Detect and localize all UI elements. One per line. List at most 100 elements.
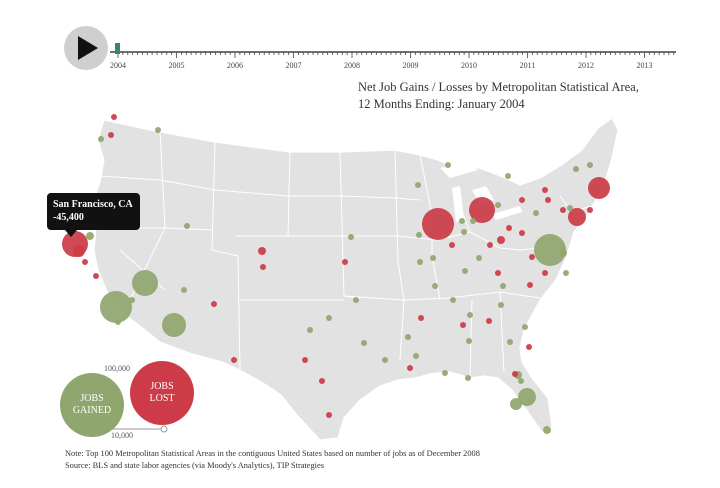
metro-bubble-gain[interactable] — [129, 297, 135, 303]
metro-bubble-gain[interactable] — [382, 357, 388, 363]
metro-bubble-loss[interactable] — [302, 357, 308, 363]
metro-bubble-loss[interactable] — [460, 322, 466, 328]
metro-bubble-gain[interactable] — [442, 370, 448, 376]
metro-bubble-gain[interactable] — [450, 297, 456, 303]
metro-bubble-loss[interactable] — [469, 197, 495, 223]
metro-bubble-gain[interactable] — [498, 302, 504, 308]
metro-bubble-gain[interactable] — [533, 210, 539, 216]
metro-bubble-gain[interactable] — [326, 315, 332, 321]
metro-bubble-loss[interactable] — [231, 357, 237, 363]
metro-bubble-loss[interactable] — [211, 301, 217, 307]
metro-bubble-loss[interactable] — [519, 197, 525, 203]
play-icon[interactable] — [78, 36, 98, 60]
metro-bubble-loss[interactable] — [527, 282, 533, 288]
metro-bubble-gain[interactable] — [543, 426, 551, 434]
metro-bubble-gain[interactable] — [573, 166, 579, 172]
metro-bubble-loss[interactable] — [542, 270, 548, 276]
metro-bubble-gain[interactable] — [445, 162, 451, 168]
metro-bubble-loss[interactable] — [260, 264, 266, 270]
timeline-year-2004[interactable]: 2004 — [110, 61, 126, 70]
metro-bubble-loss[interactable] — [486, 318, 492, 324]
metro-bubble-gain[interactable] — [462, 268, 468, 274]
metro-bubble-gain[interactable] — [470, 218, 476, 224]
metro-bubble-loss[interactable] — [560, 207, 566, 213]
metro-bubble-loss[interactable] — [529, 254, 535, 260]
metro-bubble-gain[interactable] — [500, 283, 506, 289]
metro-bubble-gain[interactable] — [405, 334, 411, 340]
metro-bubble-gain[interactable] — [534, 234, 566, 266]
metro-bubble-gain[interactable] — [353, 297, 359, 303]
metro-bubble-gain[interactable] — [416, 232, 422, 238]
metro-bubble-loss[interactable] — [319, 378, 325, 384]
metro-bubble-gain[interactable] — [587, 162, 593, 168]
metro-bubble-gain[interactable] — [413, 353, 419, 359]
metro-bubble-gain[interactable] — [522, 324, 528, 330]
metro-bubble-gain[interactable] — [348, 234, 354, 240]
timeline-handle[interactable] — [115, 43, 120, 54]
metro-bubble-loss[interactable] — [487, 242, 493, 248]
timeline-year-2009[interactable]: 2009 — [403, 61, 419, 70]
metro-bubble-loss[interactable] — [497, 236, 505, 244]
timeline-year-2007[interactable]: 2007 — [286, 61, 302, 70]
metro-bubble-gain[interactable] — [417, 259, 423, 265]
metro-bubble-loss[interactable] — [542, 187, 548, 193]
metro-bubble-gain[interactable] — [430, 255, 436, 261]
metro-bubble-loss[interactable] — [506, 225, 512, 231]
metro-bubble-gain[interactable] — [98, 136, 104, 142]
metro-bubble-gain[interactable] — [518, 378, 524, 384]
metro-bubble-gain[interactable] — [476, 255, 482, 261]
metro-bubble-loss[interactable] — [588, 177, 610, 199]
metro-bubble-gain[interactable] — [361, 340, 367, 346]
metro-bubble-gain[interactable] — [466, 338, 472, 344]
metro-bubble-gain[interactable] — [518, 388, 536, 406]
metro-bubble-gain[interactable] — [155, 127, 161, 133]
timeline-year-2012[interactable]: 2012 — [578, 61, 594, 70]
metro-bubble-gain[interactable] — [507, 339, 513, 345]
metro-bubble-loss[interactable] — [73, 245, 85, 257]
metro-bubble-gain[interactable] — [181, 287, 187, 293]
metro-bubble-gain[interactable] — [505, 173, 511, 179]
timeline-year-2013[interactable]: 2013 — [637, 61, 653, 70]
metro-bubble-loss[interactable] — [545, 197, 551, 203]
metro-bubble-gain[interactable] — [184, 223, 190, 229]
metro-bubble-gain[interactable] — [415, 182, 421, 188]
metro-bubble-gain[interactable] — [459, 218, 465, 224]
metro-bubble-gain[interactable] — [307, 327, 313, 333]
metro-bubble-loss[interactable] — [111, 114, 117, 120]
timeline-year-2008[interactable]: 2008 — [344, 61, 360, 70]
metro-bubble-gain[interactable] — [563, 270, 569, 276]
metro-bubble-loss[interactable] — [407, 365, 413, 371]
metro-bubble-gain[interactable] — [162, 313, 186, 337]
metro-bubble-gain[interactable] — [495, 202, 501, 208]
metro-bubble-loss[interactable] — [418, 315, 424, 321]
metro-bubble-loss[interactable] — [587, 207, 593, 213]
metro-bubble-loss[interactable] — [449, 242, 455, 248]
metro-bubble-gain[interactable] — [465, 375, 471, 381]
metro-bubble-gain[interactable] — [567, 205, 573, 211]
metro-bubble-loss[interactable] — [519, 230, 525, 236]
timeline-year-2006[interactable]: 2006 — [227, 61, 243, 70]
metro-bubble-gain[interactable] — [86, 232, 94, 240]
metro-bubble-gain[interactable] — [115, 319, 121, 325]
timeline-year-2011[interactable]: 2011 — [520, 61, 536, 70]
metro-bubble-loss[interactable] — [82, 259, 88, 265]
metro-bubble-gain[interactable] — [467, 312, 473, 318]
play-button[interactable] — [64, 26, 108, 70]
metro-bubble-gain[interactable] — [559, 249, 567, 257]
metro-bubble-loss[interactable] — [258, 247, 266, 255]
metro-bubble-loss[interactable] — [526, 344, 532, 350]
metro-bubble-loss[interactable] — [512, 371, 518, 377]
metro-bubble-loss[interactable] — [495, 270, 501, 276]
metro-bubble-gain[interactable] — [132, 270, 158, 296]
metro-bubble-loss[interactable] — [93, 273, 99, 279]
timeline-year-2010[interactable]: 2010 — [461, 61, 477, 70]
metro-bubble-gain[interactable] — [100, 291, 132, 323]
metro-bubble-gain[interactable] — [432, 283, 438, 289]
timeline-year-2005[interactable]: 2005 — [169, 61, 185, 70]
metro-bubble-loss[interactable] — [326, 412, 332, 418]
metro-bubble-loss[interactable] — [422, 208, 454, 240]
metro-bubble-gain[interactable] — [461, 229, 467, 235]
metro-bubble-gain[interactable] — [510, 398, 522, 410]
metro-bubble-loss[interactable] — [568, 208, 586, 226]
metro-bubble-loss[interactable] — [108, 132, 114, 138]
